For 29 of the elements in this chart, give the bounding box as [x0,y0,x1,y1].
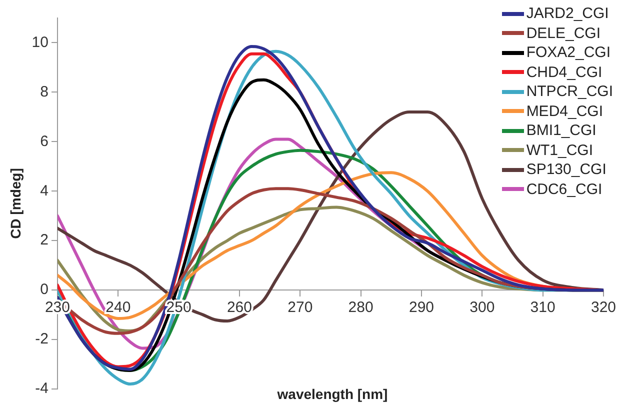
y-tick-label: 0 [40,281,48,298]
y-tick-label: 6 [40,132,48,150]
y-tick-label: 10 [32,34,48,51]
x-tick-label: 280 [348,299,374,316]
y-tick-label: 4 [40,182,48,200]
legend-label: MED4_CGI [526,102,603,120]
legend-label: DELE_CGI [526,24,601,42]
y-tick-label: -4 [35,380,48,398]
legend-label: CDC6_CGI [526,180,602,198]
x-tick-label: 290 [408,299,434,316]
legend-label: JARD2_CGI [526,5,609,22]
y-tick-label: 2 [40,232,48,249]
legend-label: WT1_CGI [526,142,593,159]
y-axis-title: CD [mdeg] [7,168,24,239]
legend-label: FOXA2_CGI [526,44,611,62]
x-tick-label: 310 [530,299,556,316]
x-tick-label: 240 [106,299,131,316]
x-tick-label: 320 [590,299,616,316]
y-tick-label: 8 [40,83,48,100]
legend-label: BMI1_CGI [526,122,596,140]
x-axis-title: wavelength [nm] [276,386,389,402]
legend-label: NTPCR_CGI [526,83,613,100]
x-tick-label: 270 [288,299,313,316]
x-tick-label: 300 [470,299,495,316]
legend-label: SP130_CGI [526,161,606,178]
x-tick-label: 260 [226,299,252,316]
x-tick-label: 250 [166,299,192,316]
legend-label: CHD4_CGI [526,64,602,81]
y-tick-label: -2 [35,330,48,348]
